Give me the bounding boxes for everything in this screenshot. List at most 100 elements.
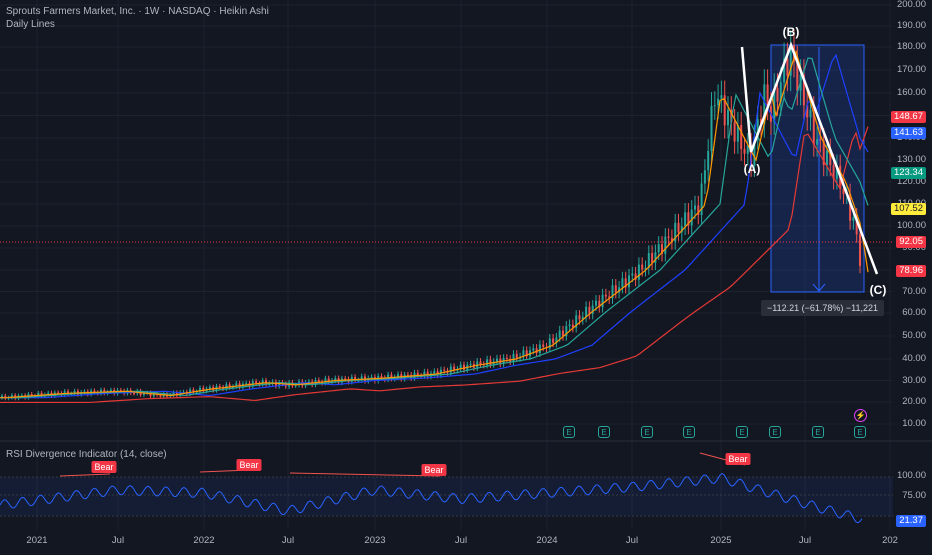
- candle: [591, 305, 594, 314]
- time-axis-tick: Jul: [625, 535, 639, 546]
- candle: [624, 278, 627, 288]
- candle: [710, 105, 713, 152]
- wave-label-c: (C): [869, 283, 887, 297]
- candle: [763, 84, 766, 125]
- candle: [789, 45, 792, 76]
- measure-arrow-head: [812, 283, 826, 292]
- candle: [449, 366, 452, 373]
- candle: [766, 84, 769, 107]
- candle: [677, 222, 680, 233]
- price-axis-tick: 30.00: [902, 374, 926, 386]
- candle: [783, 58, 786, 83]
- candle: [736, 124, 739, 142]
- earnings-marker[interactable]: E: [641, 426, 653, 438]
- candle: [397, 374, 399, 378]
- candle: [463, 364, 465, 370]
- candle: [730, 109, 733, 123]
- candle: [255, 381, 258, 384]
- candle: [816, 139, 819, 145]
- measure-box: [770, 44, 865, 293]
- candle: [822, 140, 825, 165]
- candle: [641, 264, 644, 270]
- candle: [133, 393, 135, 395]
- earnings-marker[interactable]: E: [598, 426, 610, 438]
- candle: [703, 170, 706, 184]
- price-axis-tick: 40.00: [902, 353, 926, 364]
- flash-icon[interactable]: ⚡: [854, 409, 867, 422]
- candle: [370, 376, 373, 379]
- wave-line: [740, 41, 879, 275]
- candle: [859, 234, 861, 266]
- candle: [235, 383, 238, 387]
- candle: [819, 139, 822, 141]
- candle: [505, 357, 508, 359]
- candle: [192, 389, 195, 392]
- candle: [654, 252, 657, 263]
- candle: [743, 148, 746, 154]
- earnings-marker[interactable]: E: [854, 426, 866, 438]
- chart-title: Sprouts Farmers Market, Inc. · 1W · NASD…: [6, 6, 269, 17]
- time-axis-tick: 2024: [536, 535, 558, 546]
- price-axis-tick: 180.00: [896, 41, 926, 52]
- earnings-marker[interactable]: E: [736, 426, 748, 438]
- candle: [674, 222, 677, 242]
- earnings-marker[interactable]: E: [812, 426, 824, 438]
- candle: [1, 395, 3, 398]
- candle: [93, 390, 96, 393]
- rsi-axis-tick: 100.00: [896, 470, 926, 481]
- candle: [604, 294, 607, 297]
- bear-label: Bear: [725, 453, 751, 465]
- candle: [733, 122, 736, 142]
- candle: [515, 354, 518, 359]
- candle: [354, 377, 357, 381]
- candle: [717, 98, 720, 106]
- candle: [189, 389, 192, 394]
- price-tag: 123.34: [890, 167, 926, 179]
- candle: [324, 378, 327, 384]
- earnings-marker[interactable]: E: [563, 426, 575, 438]
- price-axis-tick: 190.00: [896, 20, 926, 31]
- candle: [849, 193, 852, 221]
- candle: [271, 381, 274, 384]
- candle: [172, 392, 175, 396]
- candle: [555, 337, 558, 344]
- candle: [182, 391, 185, 393]
- rsi-band: [0, 477, 893, 516]
- ma-line-red: [0, 126, 869, 404]
- chart-subtitle: Daily Lines: [6, 19, 55, 30]
- candle: [119, 390, 122, 392]
- price-axis-tick: 20.00: [902, 396, 926, 407]
- candle: [700, 183, 703, 216]
- candle: [307, 381, 310, 383]
- candle: [552, 338, 555, 344]
- candle: [809, 109, 812, 118]
- candle: [261, 380, 264, 385]
- price-axis-tick: 170.00: [896, 64, 926, 75]
- candle: [727, 109, 729, 126]
- candle: [621, 278, 624, 288]
- price-axis-tick: 160.00: [896, 87, 926, 98]
- candle: [690, 209, 693, 226]
- rsi-axis-tick: 75.00: [902, 490, 926, 501]
- candle: [585, 306, 588, 317]
- earnings-marker[interactable]: E: [769, 426, 781, 438]
- candle: [387, 374, 390, 380]
- measure-label: −112.21 (−61.78%) −11,221: [761, 300, 885, 316]
- candle: [697, 205, 700, 216]
- candle: [598, 300, 601, 308]
- candle: [67, 391, 69, 395]
- candle: [647, 253, 650, 268]
- price-tag: 78.96: [896, 265, 926, 277]
- candle: [416, 372, 419, 376]
- candle: [806, 105, 809, 118]
- candle: [588, 306, 591, 314]
- candle: [294, 385, 297, 387]
- candle: [667, 236, 670, 238]
- earnings-marker[interactable]: E: [683, 426, 695, 438]
- candle: [634, 273, 637, 280]
- candle: [779, 82, 782, 102]
- candle: [746, 145, 749, 154]
- candle: [832, 165, 835, 179]
